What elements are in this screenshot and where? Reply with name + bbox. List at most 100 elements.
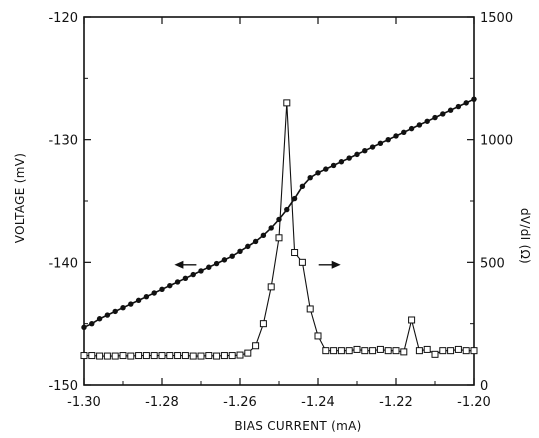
arrow-right-icon	[331, 260, 341, 269]
y2-tick-label: 1000	[480, 134, 513, 149]
voltage-point	[229, 253, 235, 259]
voltage-point	[291, 195, 298, 202]
dvdi-point	[244, 349, 252, 357]
dvdi-point	[174, 352, 182, 360]
dvdi-point	[259, 320, 267, 328]
y2-tick-label: 0	[480, 379, 488, 394]
dvdi-point	[415, 347, 423, 355]
voltage-point	[463, 100, 469, 106]
dvdi-point	[119, 352, 127, 360]
voltage-point	[104, 312, 111, 318]
voltage-point	[346, 155, 352, 161]
voltage-point	[167, 282, 173, 289]
x-tick-label: -1.22	[379, 395, 413, 410]
dvdi-point	[423, 345, 431, 353]
dvdi-point	[96, 352, 104, 360]
y-axis-title: VOLTAGE (mV)	[13, 153, 27, 243]
annotations	[174, 260, 341, 269]
y2-tick-label: 500	[480, 256, 505, 271]
series-line-dvdi	[84, 102, 474, 357]
dvdi-point	[267, 283, 275, 291]
voltage-point	[377, 140, 384, 147]
dvdi-point	[291, 249, 299, 257]
dvdi-point	[181, 352, 189, 360]
voltage-point	[424, 118, 430, 124]
voltage-point	[471, 96, 477, 102]
voltage-point	[245, 243, 251, 250]
dvdi-point	[228, 352, 236, 360]
voltage-point	[151, 290, 157, 296]
dvdi-point	[283, 99, 291, 107]
dvdi-point	[369, 347, 377, 355]
voltage-point	[401, 129, 407, 136]
voltage-point	[338, 159, 345, 165]
dvdi-point	[298, 258, 306, 266]
voltage-point	[455, 103, 462, 110]
plot-frame	[83, 16, 475, 386]
x-tick-label: -1.30	[67, 395, 101, 410]
axes	[83, 16, 475, 386]
voltage-point	[408, 125, 415, 132]
voltage-point	[284, 206, 290, 213]
dvdi-point	[392, 347, 400, 355]
voltage-point	[174, 279, 181, 285]
dvdi-point	[345, 347, 353, 355]
dvdi-point	[470, 347, 478, 355]
dvdi-point	[80, 352, 88, 360]
dvdi-point	[337, 347, 345, 355]
dvdi-point	[189, 352, 197, 360]
voltage-point	[385, 136, 391, 143]
voltage-point	[128, 301, 134, 307]
dvdi-point	[166, 352, 174, 360]
dvdi-point	[408, 316, 416, 324]
dvdi-point	[439, 347, 447, 355]
voltage-point	[182, 275, 189, 281]
y2-tick-label: 1500	[480, 11, 513, 26]
dvdi-point	[306, 305, 314, 313]
dvdi-point	[322, 347, 330, 355]
voltage-point	[440, 111, 446, 117]
dvdi-point	[197, 352, 205, 360]
voltage-point	[432, 114, 438, 121]
voltage-point	[369, 144, 376, 150]
dvdi-point	[103, 352, 111, 360]
dvdi-point	[220, 352, 228, 360]
dvdi-point	[454, 345, 462, 353]
voltage-point	[393, 133, 399, 139]
voltage-point	[315, 170, 321, 176]
voltage-point	[362, 148, 368, 154]
voltage-point	[299, 183, 306, 189]
dvdi-point	[376, 345, 384, 353]
dvdi-point	[127, 352, 135, 360]
voltage-point	[252, 238, 259, 245]
voltage-point	[260, 232, 267, 239]
y-tick-label: -150	[48, 379, 78, 394]
x-tick-label: -1.28	[145, 395, 179, 410]
dvdi-point	[252, 342, 260, 350]
voltage-point	[159, 286, 165, 293]
series	[80, 96, 478, 360]
dvdi-point	[158, 352, 166, 360]
voltage-point	[213, 260, 220, 267]
y-tick-label: -120	[48, 11, 78, 26]
y-tick-label: -130	[48, 134, 78, 149]
dvdi-point	[384, 347, 392, 355]
y2-axis-title: dV/dI (Ω)	[518, 208, 532, 264]
dvdi-point	[314, 332, 322, 340]
voltage-point	[120, 305, 126, 311]
dvdi-point	[205, 352, 213, 360]
voltage-point	[206, 264, 212, 270]
dvdi-point	[88, 352, 96, 360]
x-axis-title: BIAS CURRENT (mA)	[234, 419, 361, 433]
dvdi-point	[150, 352, 158, 360]
voltage-point	[276, 216, 282, 223]
dvdi-point	[236, 351, 244, 359]
dvdi-point	[431, 350, 439, 358]
voltage-point	[143, 293, 150, 300]
dvdi-point	[400, 348, 408, 356]
dvdi-point	[111, 352, 119, 360]
dvdi-point	[275, 234, 283, 242]
voltage-point	[237, 248, 243, 254]
ticks: -1.30 -1.28 -1.26 -1.24 -1.22 -1.20 -150 -140 -1…	[48, 11, 513, 410]
dvdi-point	[447, 347, 455, 355]
